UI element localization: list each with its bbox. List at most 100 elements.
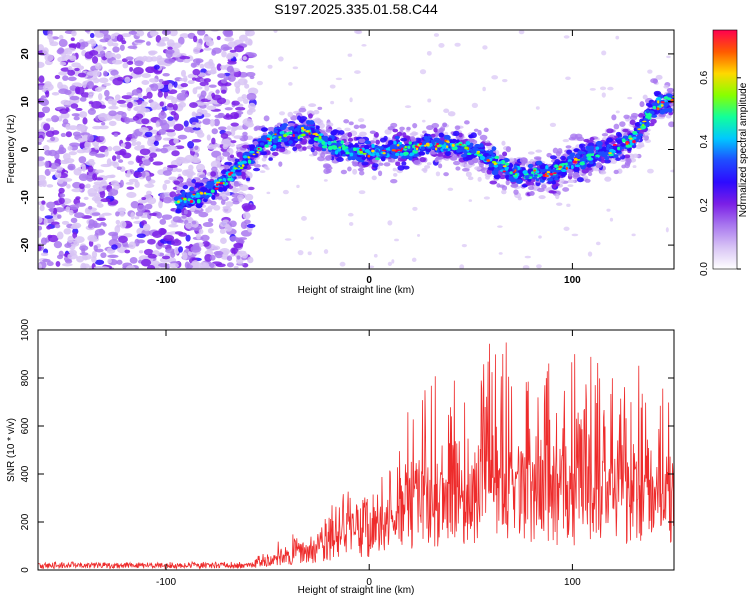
ridge-blob [278, 161, 283, 167]
faint-blob [587, 251, 593, 257]
noise-blob [46, 225, 52, 230]
ridge-blob [434, 157, 439, 163]
ridge-blob [617, 146, 621, 151]
ridge-blob [449, 156, 458, 161]
ridge-blob [235, 171, 242, 176]
noise-blob [71, 30, 77, 37]
faint-blob [404, 105, 412, 109]
ridge-blob [301, 138, 308, 144]
noise-blob [81, 164, 86, 172]
ridge-blob [464, 120, 470, 125]
ridge-blob [668, 102, 674, 107]
ridge-blob [565, 145, 572, 149]
noise-blob [203, 61, 215, 69]
noise-blob [161, 214, 173, 220]
ridge-blob [623, 154, 631, 159]
ridge-blob [274, 133, 277, 136]
colorbar [713, 30, 737, 269]
noise-blob [125, 56, 134, 61]
noise-blob [109, 188, 119, 196]
ridge-blob [670, 98, 674, 102]
ridge-blob [570, 152, 576, 157]
ridge-blob [513, 189, 519, 195]
noise-blob [222, 219, 229, 223]
ridge-blob [573, 158, 578, 162]
ridge-blob [604, 155, 610, 161]
ridge-blob [283, 118, 288, 124]
ridge-blob [595, 140, 603, 146]
noise-blob [158, 263, 169, 268]
ridge-blob [266, 137, 271, 141]
ridge-blob [574, 154, 581, 159]
ridge-blob [629, 137, 633, 140]
noise-blob [51, 91, 60, 96]
ridge-blob [359, 124, 367, 129]
noise-blob [82, 134, 89, 142]
faint-blob [562, 139, 570, 143]
noise-blob [109, 161, 118, 166]
ridge-blob [183, 199, 187, 204]
noise-blob [179, 55, 191, 60]
ridge-blob [443, 172, 449, 177]
noise-blob [196, 42, 202, 51]
ridge-blob [557, 147, 563, 154]
ridge-blob [274, 137, 279, 141]
ridge-blob [529, 191, 535, 196]
noise-blob [239, 34, 248, 42]
faint-blob [348, 222, 354, 226]
ridge-blob [465, 171, 472, 178]
noise-blob [161, 244, 167, 248]
ridge-blob [510, 183, 519, 188]
faint-blob [571, 233, 579, 237]
ridge-blob [218, 186, 224, 192]
faint-blob [524, 255, 531, 259]
ridge-blob [629, 119, 636, 125]
noise-blob [95, 153, 106, 158]
noise-blob [53, 241, 63, 249]
noise-blob [117, 207, 126, 213]
ridge-blob [372, 163, 379, 168]
noise-blob [46, 201, 56, 209]
ridge-blob [194, 182, 200, 188]
faint-blob [632, 165, 637, 169]
faint-blob [339, 261, 346, 267]
ridge-blob [643, 134, 649, 141]
ridge-blob [281, 139, 285, 143]
spectrogram-ytick-label: -20 [20, 237, 31, 252]
faint-blob [292, 66, 299, 70]
ridge-blob [185, 223, 192, 229]
ridge-blob [565, 166, 569, 170]
noise-blob [68, 165, 74, 170]
ridge-blob [229, 154, 235, 159]
ridge-blob [182, 184, 189, 190]
noise-blob [74, 67, 80, 72]
ridge-blob [364, 144, 370, 150]
ridge-blob [249, 150, 255, 154]
noise-blob [115, 211, 120, 217]
noise-blob [160, 147, 169, 154]
noise-blob [126, 101, 133, 109]
noise-blob [125, 265, 136, 269]
noise-blob [115, 219, 121, 225]
faint-blob [670, 169, 674, 173]
ridge-blob [295, 143, 302, 149]
noise-blob [60, 132, 67, 138]
faint-blob [259, 170, 266, 174]
ridge-blob [507, 167, 513, 173]
ridge-blob [347, 166, 352, 172]
ridge-blob [491, 169, 499, 176]
noise-blob [168, 223, 179, 228]
faint-blob [267, 64, 273, 69]
noise-blob [157, 90, 163, 98]
ridge-blob [361, 161, 369, 166]
ridge-blob [323, 168, 331, 175]
faint-blob [461, 243, 467, 248]
faint-blob [387, 220, 393, 226]
ridge-blob [573, 166, 580, 172]
noise-blob [88, 219, 96, 226]
ridge-blob [352, 161, 359, 167]
noise-blob [96, 203, 104, 208]
faint-blob [391, 259, 395, 264]
ridge-blob [182, 197, 187, 201]
ridge-blob [655, 74, 663, 80]
